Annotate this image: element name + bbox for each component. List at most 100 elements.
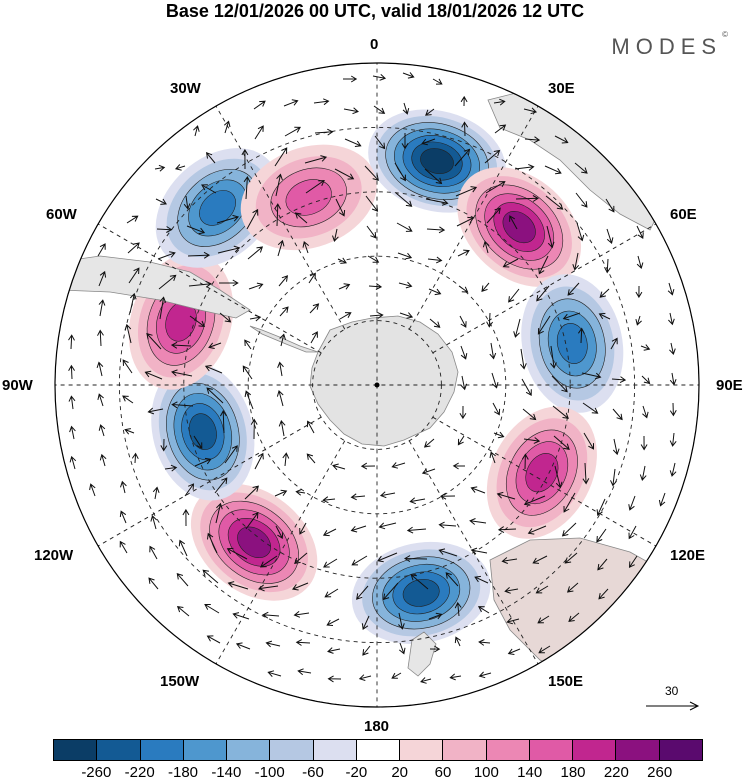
wind-arrow [641,375,651,385]
wind-arrow [583,432,594,450]
wind-arrow [226,547,248,560]
wind-arrow [504,587,519,594]
wind-arrow [429,645,441,653]
wind-arrow [470,547,488,555]
wind-arrow [532,555,548,564]
wind-arrow [379,491,396,499]
wind-arrow [367,255,380,263]
wind-arrow [399,312,414,319]
wind-arrow [265,640,281,648]
wind-arrow [322,496,336,504]
lon-label-150w: 150W [160,673,200,690]
wind-arrow [658,492,666,507]
wind-arrow [489,342,497,360]
wind-arrow [596,498,606,516]
wind-arrow [494,124,507,134]
wind-arrow [427,256,443,264]
wind-arrow [424,168,443,185]
wind-arrow [640,344,651,351]
wind-arrow [274,489,288,497]
wind-arrow [219,279,239,287]
wind-arrow [277,239,285,257]
wind-arrow [449,673,462,681]
wind-arrow [599,288,610,298]
wind-arrow [68,395,76,410]
wind-arrow [604,258,611,274]
wind-arrow [460,345,468,360]
wind-arrow [459,315,467,328]
brand-text: MODES [611,34,723,59]
wind-arrow [598,312,611,320]
new-zealand [407,631,437,677]
wind-arrow [275,173,283,197]
wind-arrow [99,453,107,467]
colorbar-tick-label: 140 [517,764,543,781]
wind-arrow [611,376,627,384]
wind-arrow [523,107,538,115]
wind-arrow [295,639,311,646]
colorbar-swatch [227,740,271,760]
wind-arrow [513,318,521,338]
wind-arrow [554,135,569,144]
wind-arrow [545,195,564,210]
wind-arrow [382,582,399,601]
wind-arrow [459,405,467,420]
wind-arrow [508,288,520,303]
wind-arrow [339,312,352,320]
wind-arrow [356,585,369,600]
colorbar-tick-label: 220 [603,764,629,781]
wind-arrow [521,378,532,397]
colorbar-swatch [616,740,660,760]
wind-arrow [299,522,307,535]
wind-arrow [421,138,436,146]
wind-arrow [267,670,282,677]
wind-arrow [182,508,190,527]
wind-arrow [98,299,106,317]
wind-arrow [439,492,456,500]
colorbar-swatch [659,740,702,760]
wind-arrow [148,577,159,590]
wind-arrow [246,208,259,230]
wind-arrow [276,389,284,407]
wind-arrow [520,348,527,370]
wind-arrow [278,419,286,437]
wind-arrow [554,465,563,489]
wind-arrow [365,195,379,212]
wind-arrow [493,98,506,106]
wind-arrow [310,331,318,344]
wind-arrow [274,147,288,167]
wind-arrow [493,431,505,439]
wind-arrow [170,341,192,349]
wind-arrow [642,405,649,419]
wind-arrow [597,558,608,571]
wind-arrow [194,457,212,467]
brand-mark: © [722,30,728,39]
wind-arrow [491,372,499,389]
meridian-line [215,105,346,330]
wind-arrow [227,581,249,590]
wind-arrow [404,555,428,563]
wind-arrow [398,612,405,630]
wind-arrow [369,311,384,319]
wind-arrow [275,525,284,539]
wind-arrow [478,639,491,646]
wind-arrow [421,468,436,475]
wind-arrow [406,526,427,534]
wind-arrow [496,491,516,500]
wind-arrow [313,98,330,106]
wind-arrow [350,493,366,501]
wind-arrow [668,312,675,326]
colorbar-swatch [443,740,487,760]
wind-arrow [455,186,478,197]
wind-arrow [401,133,409,150]
wind-arrow [478,671,492,679]
wind-arrow [537,615,550,624]
wind-arrow [521,453,529,470]
wind-arrow [306,420,315,434]
wind-arrow [398,281,413,289]
wind-arrow [395,192,413,207]
wind-arrow [501,557,518,564]
wind-arrow [97,329,104,347]
brand-logo: MODES© [611,30,728,60]
